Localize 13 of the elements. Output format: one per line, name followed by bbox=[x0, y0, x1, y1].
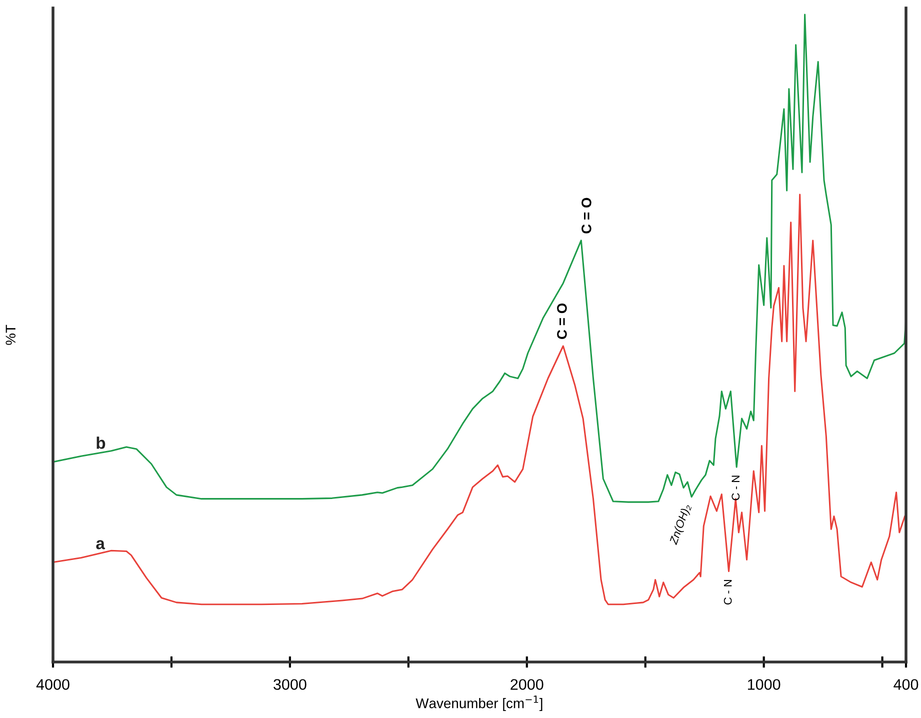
annotation: C = O bbox=[582, 198, 592, 234]
x-tick-label: 3000 bbox=[274, 679, 306, 690]
annotation: C - N bbox=[732, 476, 740, 500]
x-tick-label: 400 bbox=[894, 679, 918, 690]
series-label: b bbox=[96, 436, 106, 449]
x-tick-label: 4000 bbox=[36, 679, 70, 690]
y-axis-title: %T bbox=[6, 324, 16, 345]
annotation: C = O bbox=[557, 303, 567, 339]
x-tick-label: 1000 bbox=[748, 679, 780, 690]
x-tick-label: 2000 bbox=[510, 679, 544, 690]
series-label: a bbox=[96, 540, 106, 550]
x-axis-title: Wavenumber [cm$^{−1}$] bbox=[416, 696, 542, 711]
annotation: C - N bbox=[724, 580, 732, 604]
